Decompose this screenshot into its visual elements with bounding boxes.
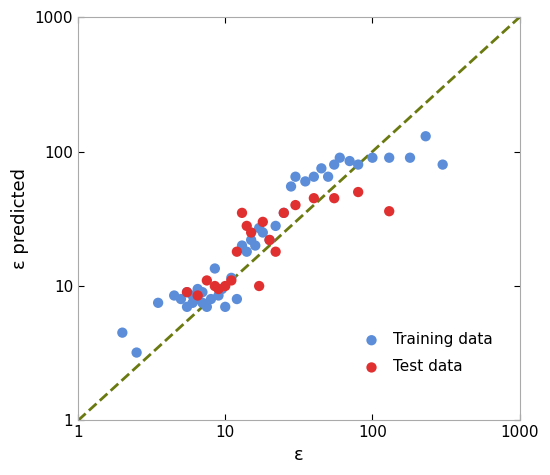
Training data	[317, 164, 326, 172]
Test data	[233, 248, 241, 256]
Training data	[251, 242, 260, 249]
Training data	[238, 242, 246, 249]
Training data	[198, 288, 207, 296]
Test data	[354, 188, 362, 196]
Test data	[291, 201, 300, 209]
Training data	[385, 154, 394, 162]
Test data	[255, 282, 263, 290]
Training data	[438, 161, 447, 169]
Test data	[271, 248, 280, 256]
Training data	[247, 236, 256, 244]
Training data	[193, 285, 202, 293]
Test data	[227, 276, 236, 284]
Training data	[218, 285, 227, 293]
Training data	[193, 295, 202, 303]
Y-axis label: ε predicted: ε predicted	[11, 168, 29, 269]
Training data	[291, 173, 300, 180]
Training data	[188, 292, 197, 299]
Test data	[202, 276, 211, 284]
Training data	[132, 349, 141, 356]
Test data	[258, 218, 267, 226]
Training data	[345, 157, 354, 165]
Test data	[310, 194, 318, 202]
Training data	[221, 303, 230, 311]
Training data	[233, 295, 241, 303]
Training data	[170, 292, 179, 299]
Test data	[330, 194, 339, 202]
Training data	[207, 295, 216, 303]
Training data	[324, 173, 333, 180]
Test data	[221, 282, 230, 290]
Training data	[258, 229, 267, 237]
Training data	[118, 329, 127, 336]
Training data	[243, 248, 251, 256]
X-axis label: ε: ε	[294, 446, 304, 464]
Training data	[198, 299, 207, 307]
Training data	[211, 265, 219, 272]
Training data	[279, 209, 288, 217]
Training data	[202, 303, 211, 311]
Training data	[336, 154, 344, 162]
Test data	[385, 208, 394, 215]
Training data	[354, 161, 362, 169]
Training data	[214, 292, 223, 299]
Training data	[265, 236, 274, 244]
Test data	[183, 288, 191, 296]
Test data	[243, 222, 251, 230]
Test data	[247, 229, 256, 237]
Test data	[211, 282, 219, 290]
Training data	[153, 299, 162, 307]
Training data	[177, 295, 185, 303]
Training data	[301, 178, 310, 185]
Training data	[368, 154, 377, 162]
Training data	[287, 183, 295, 190]
Test data	[214, 285, 223, 293]
Test data	[279, 209, 288, 217]
Test data	[265, 236, 274, 244]
Training data	[188, 299, 197, 307]
Training data	[183, 288, 191, 296]
Training data	[227, 274, 236, 282]
Legend: Training data, Test data: Training data, Test data	[350, 326, 499, 380]
Training data	[330, 161, 339, 169]
Test data	[238, 209, 246, 217]
Training data	[405, 154, 414, 162]
Training data	[183, 303, 191, 311]
Test data	[193, 292, 202, 299]
Training data	[310, 173, 318, 180]
Training data	[421, 133, 430, 140]
Training data	[271, 222, 280, 230]
Training data	[255, 224, 263, 232]
